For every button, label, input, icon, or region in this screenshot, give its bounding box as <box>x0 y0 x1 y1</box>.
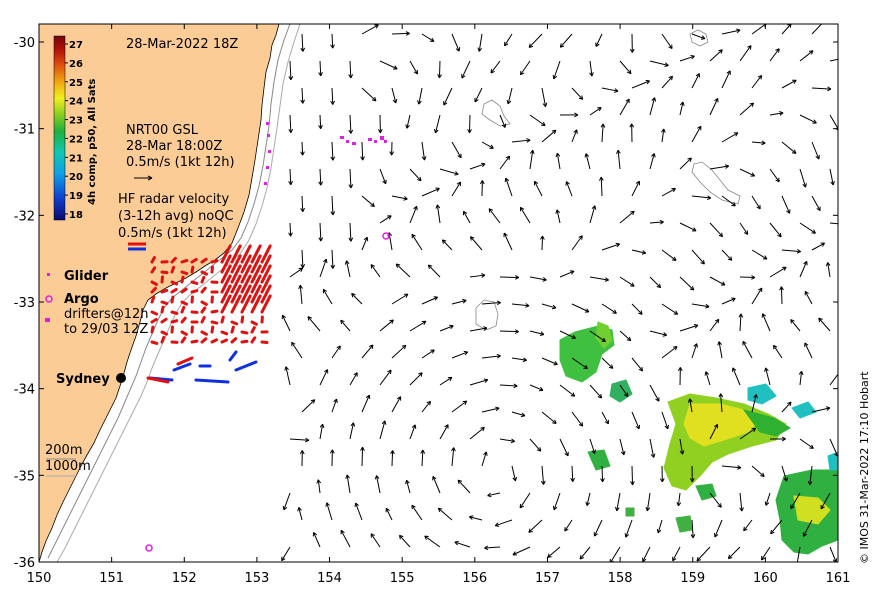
colorbar-tick-label: 19 <box>69 191 83 202</box>
drifters <box>340 136 387 145</box>
colorbar-tick-label: 20 <box>69 172 83 183</box>
isobath-200m-label: 200m <box>45 443 82 458</box>
credit-label: © IMOS 31-Mar-2022 17:10 Hobart <box>858 371 871 564</box>
argo-legend-mark <box>45 295 53 303</box>
colorbar-tick-label: 21 <box>69 153 83 164</box>
x-tick-label: 156 <box>462 571 487 586</box>
timestamp-label: 28-Mar-2022 18Z <box>126 37 238 52</box>
gsl-title: NRT00 GSL <box>126 123 199 138</box>
x-tick-label: 153 <box>244 571 269 586</box>
drifter-legend-mark <box>45 318 50 322</box>
land-mass <box>39 24 280 562</box>
gsl-scale: 0.5m/s (1kt 12h) <box>126 155 235 170</box>
argo-float-2 <box>145 544 153 552</box>
city-label: Sydney <box>56 372 110 387</box>
y-tick-label: -34 <box>14 383 35 398</box>
seamount-contour-1 <box>481 99 511 127</box>
colorbar-tick-label: 22 <box>69 134 83 145</box>
x-tick-label: 161 <box>826 571 851 586</box>
y-tick-label: -32 <box>14 209 35 224</box>
colorbar-tick-label: 24 <box>69 97 83 108</box>
x-tick-label: 155 <box>390 571 415 586</box>
argo-legend: Argo <box>64 292 99 307</box>
colorbar <box>53 35 66 221</box>
drifters-legend-1: drifters@12h <box>64 307 149 322</box>
x-axis: 150 151 152 153 154 155 156 157 158 159 160 161 <box>27 24 851 586</box>
hf-radar-vectors <box>146 244 272 384</box>
x-tick-label: 160 <box>753 571 778 586</box>
glider-legend: Glider <box>64 269 109 284</box>
colorbar-label: 4h comp, p50, All Sats <box>87 79 98 205</box>
y-tick-label: -36 <box>14 556 35 571</box>
x-tick-label: 151 <box>99 571 124 586</box>
x-tick-label: 159 <box>680 571 705 586</box>
x-tick-label: 158 <box>608 571 633 586</box>
island-lord-howe-north <box>689 29 709 47</box>
sst-patches <box>559 321 838 555</box>
y-tick-label: -31 <box>14 123 35 138</box>
isobath-1000m-label: 1000m <box>45 459 91 474</box>
colorbar-tick-label: 26 <box>69 59 83 70</box>
sydney-marker <box>116 373 126 383</box>
x-tick-label: 152 <box>172 571 197 586</box>
current-vectors <box>281 24 838 562</box>
argo-float-1 <box>382 232 390 240</box>
colorbar-tick-label: 27 <box>69 40 83 51</box>
x-tick-label: 150 <box>27 571 52 586</box>
hf-avg: (3-12h avg) noQC <box>118 209 234 224</box>
drifters-legend-2: to 29/03 12Z <box>64 322 148 337</box>
colorbar-tick-label: 25 <box>69 78 83 89</box>
x-tick-label: 154 <box>317 571 342 586</box>
colorbar-tick-label: 18 <box>69 210 83 221</box>
y-tick-label: -30 <box>14 36 35 51</box>
x-tick-label: 157 <box>535 571 560 586</box>
y-tick-label: -35 <box>14 469 35 484</box>
hf-title: HF radar velocity <box>118 192 230 207</box>
colorbar-tick-label: 23 <box>69 116 83 127</box>
plot-border <box>38 23 839 563</box>
y-tick-label: -33 <box>14 296 35 311</box>
hf-scale: 0.5m/s (1kt 12h) <box>118 226 227 241</box>
glider-track <box>264 122 271 185</box>
colorbar-ticks: 27 26 25 24 23 22 21 20 19 18 <box>65 40 83 221</box>
y-axis: -30 -31 -32 -33 -34 -35 -36 <box>14 36 838 571</box>
glider-legend-mark <box>47 273 50 276</box>
seamount-contour-3 <box>475 299 499 331</box>
gsl-time: 28-Mar 18:00Z <box>126 139 222 154</box>
gsl-scale-arrow <box>134 175 153 181</box>
isobath-1000m <box>56 24 301 562</box>
